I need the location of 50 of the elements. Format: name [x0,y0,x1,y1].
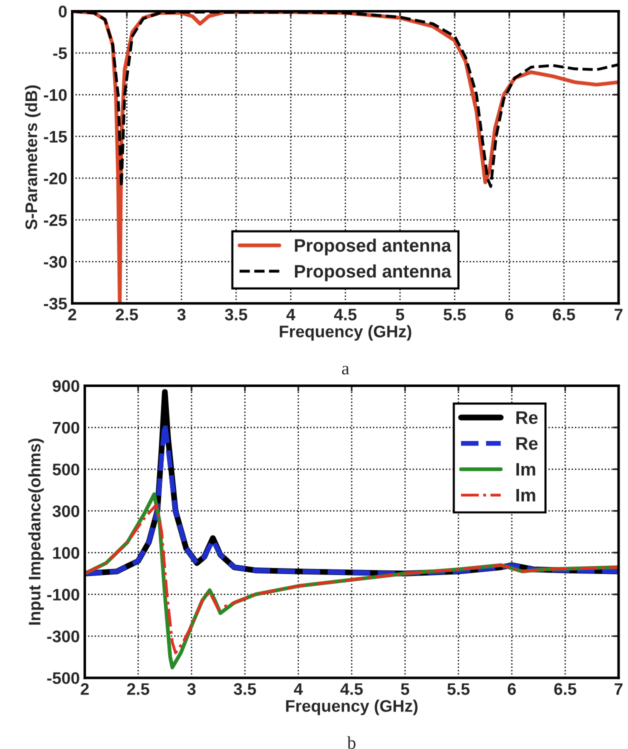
x-tick-label: 4 [294,683,303,695]
x-tick-label: 6.5 [552,308,576,320]
text: a [342,366,350,374]
y-tick-label: 300 [52,505,80,518]
y-tick-label: -25 [44,214,67,226]
x-tick-label: 2.5 [127,683,150,695]
y-tick-label: -15 [44,131,67,143]
x-tick-label: 5.5 [444,308,466,320]
x-tick-label: 2.5 [116,308,138,320]
legend-label: Re [516,411,538,424]
x-tick-label: 5 [400,683,410,695]
legend-label: Proposed antenna [294,238,452,256]
y-axis-title: Input Impedance(ohms) [28,438,44,625]
x-tick-label: 6 [505,308,514,320]
y-axis-title: S-Parameters (dB) [24,85,40,230]
text: b [347,736,356,749]
x-tick-label: 5.5 [447,683,470,695]
x-tick-label: 3.5 [234,683,256,695]
y-tick-label: -500 [47,672,80,684]
x-axis-title: Frequency (GHz) [280,325,412,341]
x-tick-label: 7 [614,683,622,695]
x-tick-label: 5 [396,308,404,320]
x-tick-label: 2 [68,308,76,320]
x-tick-label: 3.5 [224,308,248,320]
x-tick-label: 3 [187,683,196,695]
x-tick-label: 4 [286,308,296,320]
x-tick-label: 3 [177,308,186,320]
y-tick-label: -10 [44,89,67,101]
legend-label: Re [516,437,538,450]
legend-label: Im [516,463,536,476]
y-tick-label: -5 [53,48,67,60]
y-tick-label: -20 [44,172,67,184]
x-tick-label: 4.5 [334,308,357,320]
y-tick-label: 900 [52,380,80,392]
y-tick-label: -30 [44,256,67,268]
y-tick-label: 0 [58,6,67,18]
legend-label: Im [516,488,536,502]
x-tick-label: 7 [614,308,622,320]
y-tick-label: 500 [52,464,80,476]
y-tick-label: -35 [44,298,67,310]
y-tick-label: 700 [52,422,80,434]
y-tick-label: 100 [53,547,80,559]
legend-label: Proposed antenna [294,264,452,282]
x-tick-label: 6 [508,683,516,695]
x-tick-label: 2 [80,683,89,695]
x-axis-title: Frequency (GHz) [286,700,418,716]
x-tick-label: 6.5 [554,683,576,695]
x-tick-label: 4.5 [340,683,363,695]
y-tick-label: -100 [47,588,80,601]
y-tick-label: -300 [47,630,80,642]
